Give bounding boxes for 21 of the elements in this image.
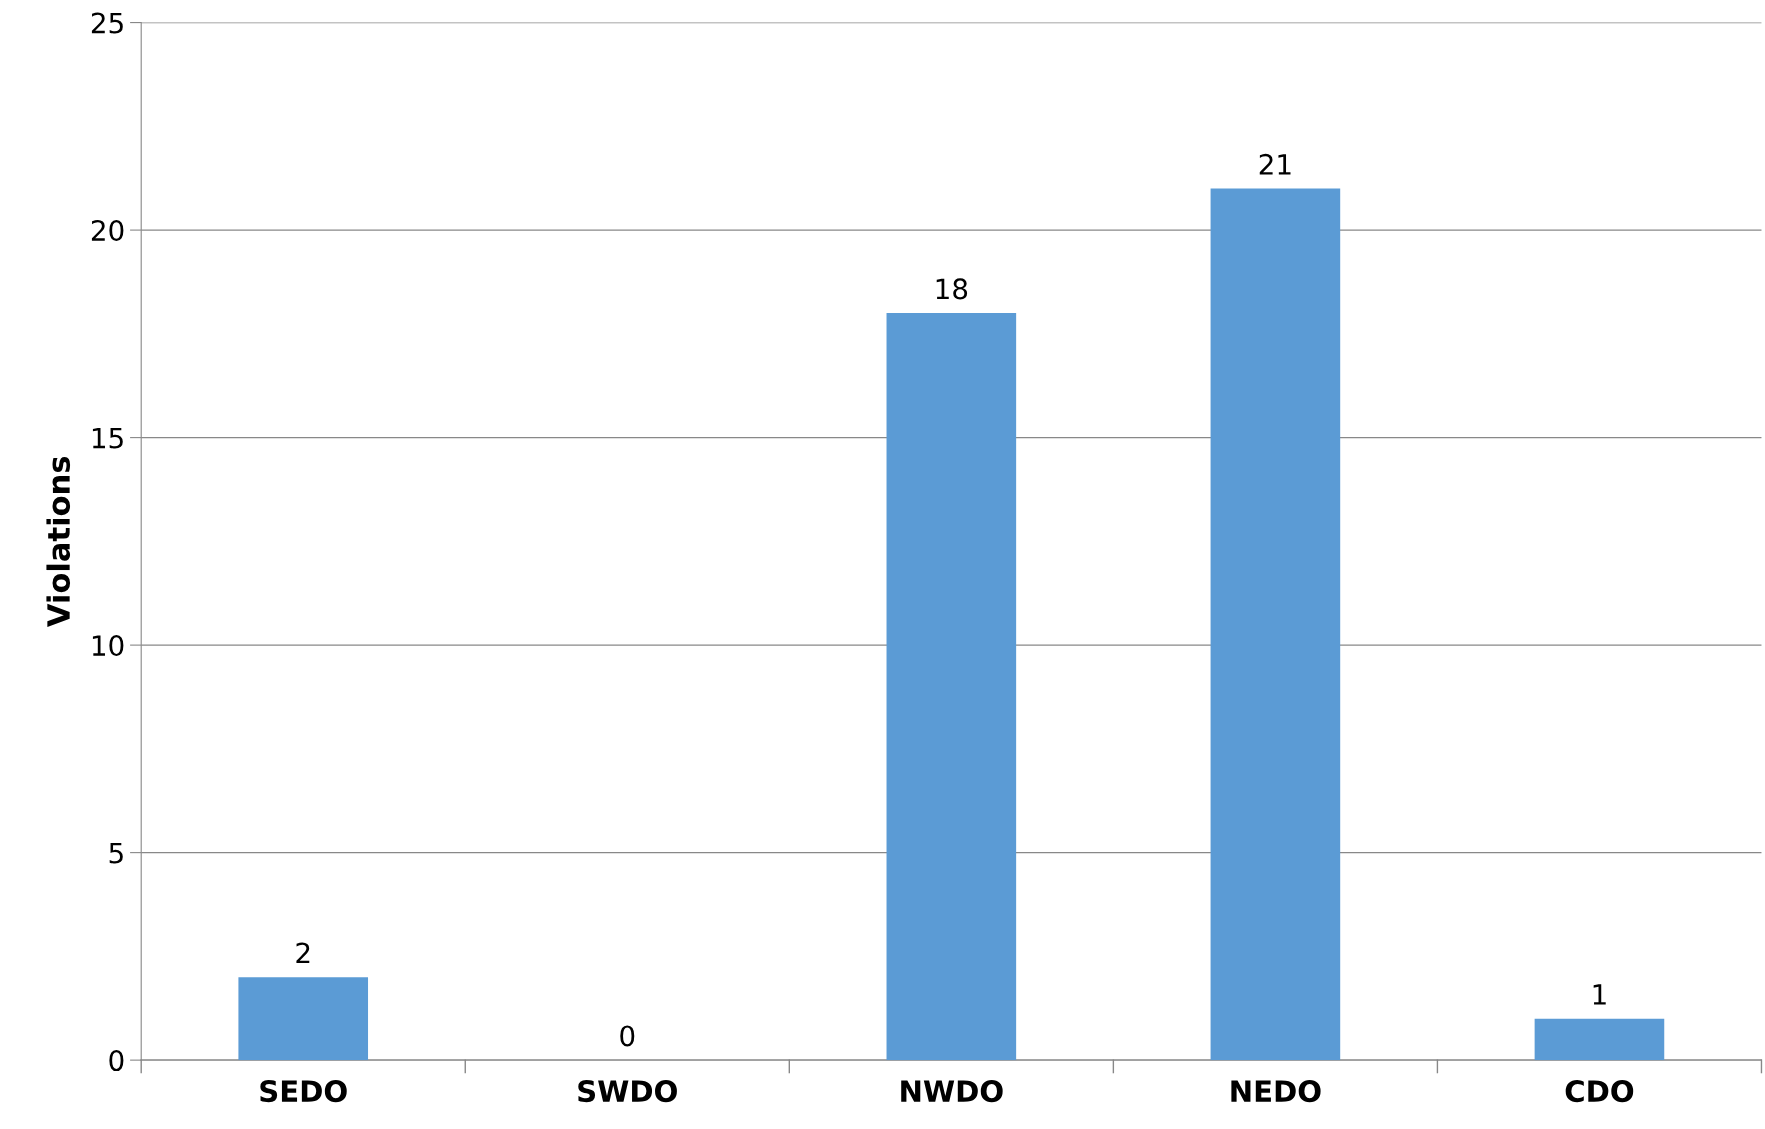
x-tick-label: SWDO — [578, 1080, 677, 1103]
bar — [1534, 1018, 1665, 1061]
x-tick-label: NWDO — [901, 1080, 1003, 1103]
data-label: 0 — [620, 1025, 635, 1047]
data-label: 21 — [1259, 153, 1291, 175]
data-label: 2 — [296, 942, 310, 964]
bar — [886, 313, 1017, 1061]
bar — [238, 977, 369, 1061]
y-tick-label: 0 — [109, 1050, 124, 1072]
data-label: 18 — [936, 278, 968, 300]
bar — [1210, 188, 1341, 1061]
y-tick-label: 25 — [91, 12, 123, 34]
x-tick-label: CDO — [1565, 1080, 1634, 1103]
x-tick-label: SEDO — [260, 1080, 347, 1103]
y-tick-label: 5 — [109, 842, 123, 864]
y-tick-label: 10 — [92, 635, 124, 657]
y-tick-label: 20 — [91, 220, 124, 242]
y-tick-label: 15 — [92, 427, 123, 449]
x-tick-label: NEDO — [1231, 1080, 1321, 1103]
data-label: 1 — [1593, 984, 1606, 1005]
y-axis-title: Violations — [46, 456, 71, 628]
